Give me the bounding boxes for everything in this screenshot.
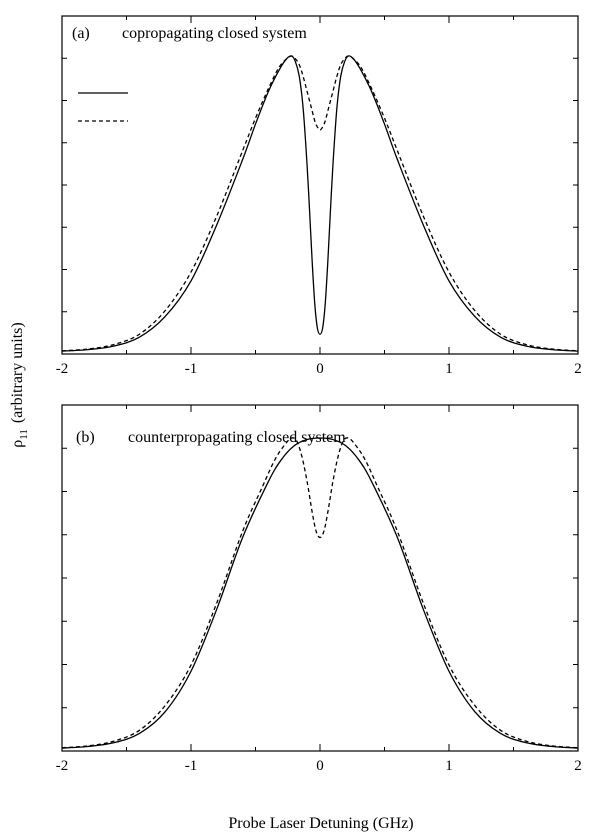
panel-b: (b) counterpropagating closed system -2-… — [56, 404, 582, 774]
panel-b-series — [61, 437, 579, 749]
x-tick-label-a-2: 0 — [316, 361, 324, 377]
series-b-solid — [61, 437, 579, 749]
x-axis-label: Probe Laser Detuning (GHz) — [228, 815, 413, 832]
panel-b-ticks: -2 -1 0 1 2 — [56, 405, 582, 774]
series-a-solid — [61, 55, 579, 352]
panel-b-title: counterpropagating closed system — [128, 429, 346, 446]
x-tick-label-a-1: -1 — [185, 361, 198, 377]
x-tick-label-b-1: -1 — [185, 758, 198, 774]
series-a-dashed — [61, 55, 579, 352]
panel-b-frame — [61, 404, 579, 752]
x-tick-label-b-2: 0 — [316, 758, 324, 774]
y-axis-label-sub: 11 — [18, 429, 30, 440]
y-axis-label-rho: ρ — [9, 440, 26, 448]
y-axis-label: ρ11 (arbitrary units) — [9, 322, 30, 447]
panel-b-label: (b) — [76, 429, 95, 446]
panel-a-ticks: -2 -1 0 1 2 — [56, 16, 582, 377]
panel-a: (a) copropagating closed system -2 -1 0 1 2 — [56, 15, 582, 377]
y-axis-label-units: (arbitrary units) — [9, 322, 26, 423]
panel-a-label: (a) — [72, 25, 90, 42]
x-tick-label-a-4: 2 — [574, 361, 582, 377]
x-tick-label-b-3: 1 — [445, 758, 453, 774]
x-tick-label-b-4: 2 — [574, 758, 582, 774]
series-b-dashed — [61, 437, 579, 749]
panel-a-series — [61, 55, 579, 352]
panel-a-title: copropagating closed system — [122, 25, 307, 42]
panel-a-frame — [61, 15, 579, 355]
x-tick-label-a-3: 1 — [445, 361, 453, 377]
x-tick-label-b-0: -2 — [56, 758, 69, 774]
x-tick-label-a-0: -2 — [56, 361, 69, 377]
